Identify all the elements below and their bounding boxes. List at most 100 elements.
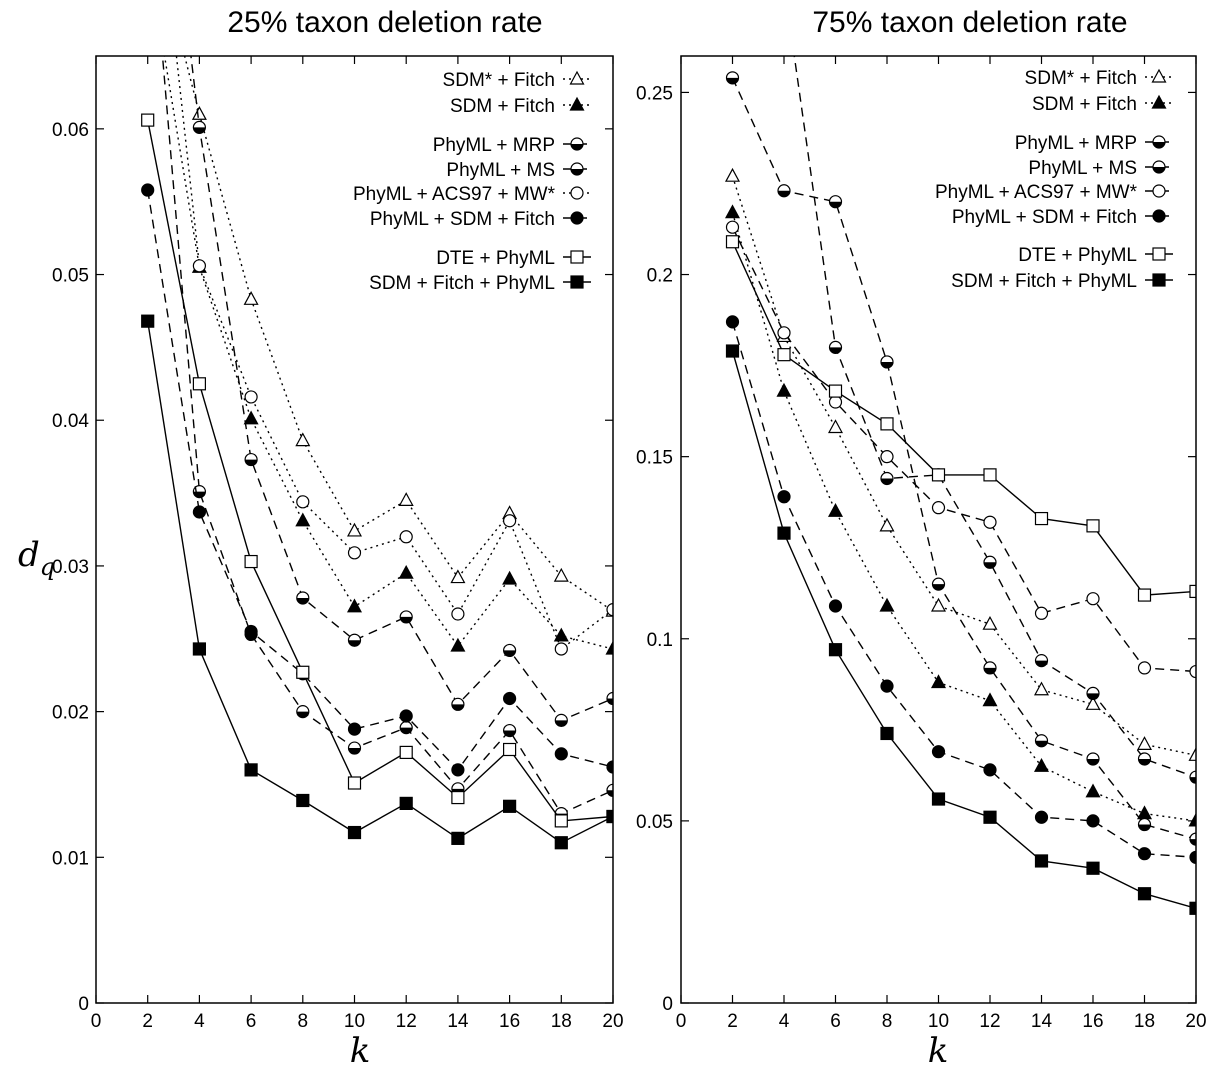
right-series-phyml-ms-3-point-6-fill (1035, 660, 1048, 667)
right-series-sdm-fitch-1-point-7 (1085, 783, 1101, 798)
right-legend-marker-4 (1152, 184, 1166, 198)
left-legend-marker-2-fill (571, 144, 583, 150)
left-y-tick-label-6: 0.06 (52, 120, 89, 141)
right-series-phyml-ms-3-point-5 (983, 555, 997, 569)
left-legend-label-5: PhyML + SDM + Fitch (370, 209, 555, 230)
right-series-dte-phyml-6-point-5 (983, 468, 997, 482)
right-legend-label-0: SDM* + Fitch (1025, 68, 1137, 89)
left-legend-label-2: PhyML + MRP (433, 135, 555, 156)
left-series-phyml-sdm-fitch-5-point-9 (606, 760, 613, 774)
right-series-sdm-fitch-1 (724, 204, 1196, 827)
right-series-sdm-fitch-1-point-9 (1188, 812, 1196, 827)
left-series-sdm-fitch-0-point-5 (398, 492, 414, 506)
left-x-tick-label-5: 10 (344, 1011, 365, 1032)
right-series-phyml-sdm-fitch-5-line (731, 321, 1196, 858)
left-legend-entry-6: DTE + PhyML (436, 248, 591, 269)
left-series-phyml-ms-3-point-4 (347, 741, 362, 755)
left-series-sdm-fitch-1 (163, 56, 613, 655)
left-series-phyml-ms-3-point-7 (503, 723, 517, 738)
left-legend-entry-2: PhyML + MRP (433, 135, 591, 156)
left-legend-entry-7: SDM + Fitch + PhyML (369, 273, 591, 294)
left-series-phyml-mrp-2-point-5 (399, 610, 413, 624)
left-series-phyml-sdm-fitch-5-point-8 (554, 747, 568, 761)
right-series-sdm-fitch-phyml-7-point-9 (1189, 901, 1196, 915)
right-series-phyml-ms-3-point-3-fill (881, 478, 893, 485)
right-series-phyml-sdm-fitch-5-point-4 (931, 745, 946, 759)
left-series-dte-phyml-6 (141, 113, 613, 828)
left-series-dte-phyml-6-point-7 (503, 742, 517, 757)
left-legend-entry-4: PhyML + ACS97 + MW* (353, 184, 591, 205)
right-x-tick-label-2: 4 (779, 1011, 790, 1032)
right-series-phyml-mrp-2-point-0-fill (726, 77, 739, 84)
left-series-sdm-fitch-phyml-7-point-6 (451, 831, 465, 845)
right-series-dte-phyml-6-point-4 (931, 468, 946, 482)
right-series-dte-phyml-6-point-0 (725, 235, 740, 249)
left-series-dte-phyml-6-point-4 (347, 776, 362, 790)
left-series-sdm-fitch-phyml-7-point-7 (503, 799, 517, 813)
right-series-phyml-mrp-2-point-5-fill (984, 667, 996, 674)
left-series-sdm-fitch-phyml-7-line (147, 321, 613, 844)
left-series-sdm-fitch-phyml-7-point-8 (554, 836, 568, 850)
right-series-sdm-fitch-1-point-8 (1136, 805, 1153, 820)
right-series-phyml-mrp-2-point-2 (828, 195, 843, 209)
left-series-sdm-fitch-1-point-9 (605, 640, 613, 655)
right-series-phyml-acs97-mw-4-point-8 (1137, 661, 1152, 675)
right-x-tick-label-7: 14 (1031, 1011, 1053, 1032)
left-legend-marker-7 (570, 275, 584, 289)
right-series-sdm-fitch-0-point-7 (1085, 696, 1101, 710)
left-series-dte-phyml-6-point-1 (192, 377, 206, 391)
right-series-phyml-mrp-2-point-1-fill (778, 190, 790, 197)
left-series-sdm-fitch-0-point-2 (243, 291, 259, 305)
left-series-dte-phyml-6-point-6 (451, 790, 465, 805)
left-legend-label-0: SDM* + Fitch (443, 70, 555, 91)
right-x-axis-label: k (928, 1031, 949, 1069)
right-series-sdm-fitch-phyml-7-point-0 (725, 344, 740, 358)
right-series-phyml-mrp-2-point-4-fill (932, 584, 945, 591)
left-series-phyml-mrp-2-point-4-fill (348, 640, 361, 647)
right-legend-marker-7 (1152, 273, 1166, 287)
right-series-phyml-mrp-2-point-4 (931, 577, 946, 591)
left-legend-entry-0: SDM* + Fitch (443, 70, 591, 91)
left-series-phyml-mrp-2-point-8-fill (555, 720, 568, 727)
left-series-sdm-fitch-phyml-7-point-1 (192, 642, 206, 656)
right-series-dte-phyml-6 (725, 235, 1196, 602)
left-series-phyml-acs97-mw-4-point-9 (606, 603, 613, 617)
left-legend-marker-4 (570, 186, 584, 200)
right-series-sdm-fitch-phyml-7-point-8 (1137, 887, 1152, 901)
right-legend-label-7: SDM + Fitch + PhyML (951, 271, 1137, 292)
right-series-phyml-acs97-mw-4-point-3 (880, 450, 894, 464)
right-y-tick-label-2: 0.1 (647, 630, 673, 651)
right-series-dte-phyml-6-point-3 (880, 417, 894, 431)
left-series-phyml-mrp-2-point-4 (347, 633, 362, 647)
right-legend-marker-2-fill (1153, 142, 1165, 148)
left-legend-label-1: SDM + Fitch (450, 96, 555, 117)
right-series-sdm-fitch-0-point-4 (930, 597, 947, 612)
right-series-phyml-ms-3-point-7-fill (1087, 693, 1099, 700)
right-series-phyml-mrp-2-point-5 (983, 661, 997, 675)
right-legend-entry-5: PhyML + SDM + Fitch (952, 207, 1173, 228)
right-panel-legend: SDM* + Fitch SDM + Fitch PhyML + MRP PhyML … (935, 68, 1173, 292)
left-series-phyml-mrp-2-point-6-fill (451, 704, 464, 711)
right-series-phyml-mrp-2-point-9 (1189, 832, 1196, 846)
left-series-phyml-acs97-mw-4-point-2 (244, 390, 258, 404)
right-series-sdm-fitch-phyml-7 (725, 344, 1196, 915)
right-series-sdm-fitch-1-point-1 (776, 382, 792, 397)
left-series-phyml-ms-3-point-7-fill (503, 730, 516, 737)
left-legend-marker-5 (570, 211, 584, 225)
right-series-phyml-acs97-mw-4-point-2 (828, 395, 843, 409)
right-series-phyml-acs97-mw-4 (725, 220, 1196, 679)
right-series-sdm-fitch-phyml-7-line (731, 350, 1196, 909)
left-panel-series (141, 56, 613, 850)
left-series-phyml-acs97-mw-4 (175, 56, 613, 656)
y-axis-label-subscript: q (40, 553, 55, 581)
left-series-sdm-fitch-0-point-6 (450, 569, 466, 584)
left-legend-entry-1: SDM + Fitch (450, 96, 591, 117)
right-legend-entry-2: PhyML + MRP (1015, 133, 1173, 154)
left-legend-label-3: PhyML + MS (446, 160, 555, 181)
right-series-phyml-ms-3-point-8-fill (1138, 758, 1151, 765)
right-series-sdm-fitch-0-point-5 (982, 615, 998, 630)
left-series-sdm-fitch-0-point-1 (191, 106, 207, 120)
left-series-phyml-sdm-fitch-5-line (147, 189, 613, 771)
left-legend-entry-5: PhyML + SDM + Fitch (370, 209, 591, 230)
left-x-tick-label-10: 20 (602, 1011, 623, 1032)
